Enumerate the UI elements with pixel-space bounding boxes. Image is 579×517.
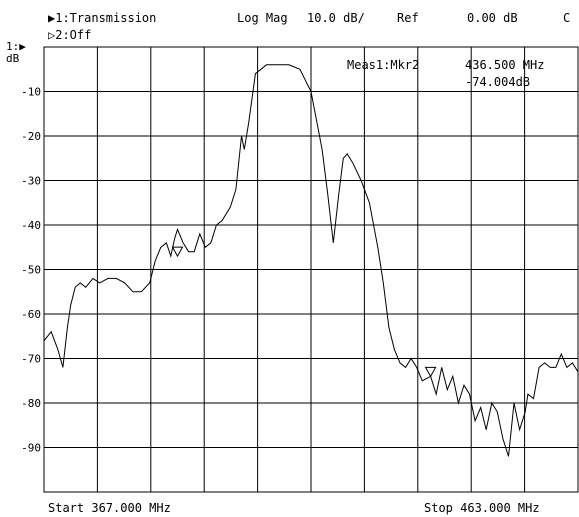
marker-1-triangle xyxy=(171,246,184,258)
marker-2-triangle xyxy=(424,366,437,378)
y-tick-label: -40 xyxy=(21,219,41,232)
y-tick-label: -60 xyxy=(21,308,41,321)
y-tick-labels: -10 -20 -30 -40 -50 -60 -70 -80 -90 xyxy=(21,86,41,455)
y-tick-label: -30 xyxy=(21,175,41,188)
y-tick-label: -90 xyxy=(21,442,41,455)
y-tick-label: -50 xyxy=(21,264,41,277)
y-tick-label: -10 xyxy=(21,86,41,99)
format-label[interactable]: Log Mag xyxy=(237,11,288,25)
trace-ref-marker: 1:▶ xyxy=(6,40,26,53)
stop-frequency[interactable]: Stop 463.000 MHz xyxy=(424,501,540,515)
plot-grid xyxy=(43,46,579,493)
trace2-label[interactable]: ▷2:Off xyxy=(48,28,92,42)
trace1-label[interactable]: ▶1:Transmission xyxy=(48,11,157,25)
ref-label: Ref xyxy=(397,11,419,25)
marker-1[interactable] xyxy=(171,246,184,258)
marker-2[interactable] xyxy=(424,366,437,378)
ref-value[interactable]: 0.00 dB xyxy=(467,11,518,25)
marker-readout-label: Meas1:Mkr2 xyxy=(347,58,420,72)
marker-readout-value: -74.004dB xyxy=(465,75,531,89)
y-axis-unit: dB xyxy=(6,52,20,65)
y-tick-label: -70 xyxy=(21,353,41,366)
channel-flag: C xyxy=(563,11,571,25)
scale-label[interactable]: 10.0 dB/ xyxy=(307,11,365,25)
marker-readout-frequency: 436.500 MHz xyxy=(465,58,545,72)
y-tick-label: -80 xyxy=(21,397,41,410)
y-tick-label: -20 xyxy=(21,130,41,143)
trace-1-line xyxy=(43,64,579,457)
start-frequency[interactable]: Start 367.000 MHz xyxy=(48,501,171,515)
